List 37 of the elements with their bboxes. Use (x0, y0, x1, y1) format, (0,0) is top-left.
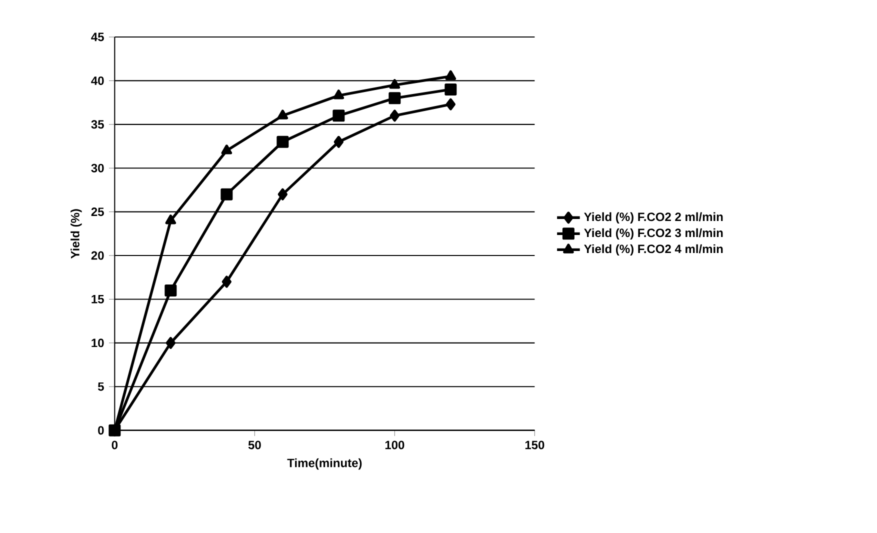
y-axis-title: Yield (%) (70, 209, 82, 259)
x-tick-label: 100 (385, 440, 404, 450)
y-tick-label: 15 (92, 295, 104, 304)
x-tick-label: 0 (112, 440, 118, 450)
point (389, 79, 400, 89)
point (166, 336, 176, 349)
point (277, 110, 288, 120)
x-tick-label: 50 (248, 440, 261, 450)
legend-label: Yield (%) F.CO2 4 ml/min (584, 244, 723, 256)
point (278, 188, 288, 200)
point (221, 144, 232, 154)
point (220, 188, 233, 200)
y-tick-label: 35 (91, 120, 104, 129)
x-axis-title: Time(minute) (287, 458, 362, 470)
y-tick-label: 5 (98, 382, 104, 391)
y-tick-label: 30 (91, 164, 104, 172)
point (332, 110, 345, 122)
point (445, 70, 456, 80)
y-tick-label: 20 (91, 251, 104, 260)
point (444, 83, 457, 96)
point (446, 98, 456, 110)
x-tick-label: 150 (525, 440, 544, 450)
y-tick-label: 10 (92, 338, 104, 348)
point (276, 136, 289, 148)
point (164, 284, 177, 296)
y-tick-label: 40 (91, 76, 104, 85)
point (165, 214, 176, 224)
legend-label: Yield (%) F.CO2 2 ml/min (584, 212, 723, 224)
y-tick-label: 45 (91, 32, 104, 42)
point (334, 136, 344, 148)
point (388, 92, 401, 104)
point (222, 276, 232, 288)
point (333, 90, 344, 100)
y-tick-label: 0 (98, 426, 104, 435)
point (390, 110, 400, 122)
y-tick-label: 25 (91, 208, 104, 216)
legend-label: Yield (%) F.CO2 3 ml/min (584, 228, 723, 240)
